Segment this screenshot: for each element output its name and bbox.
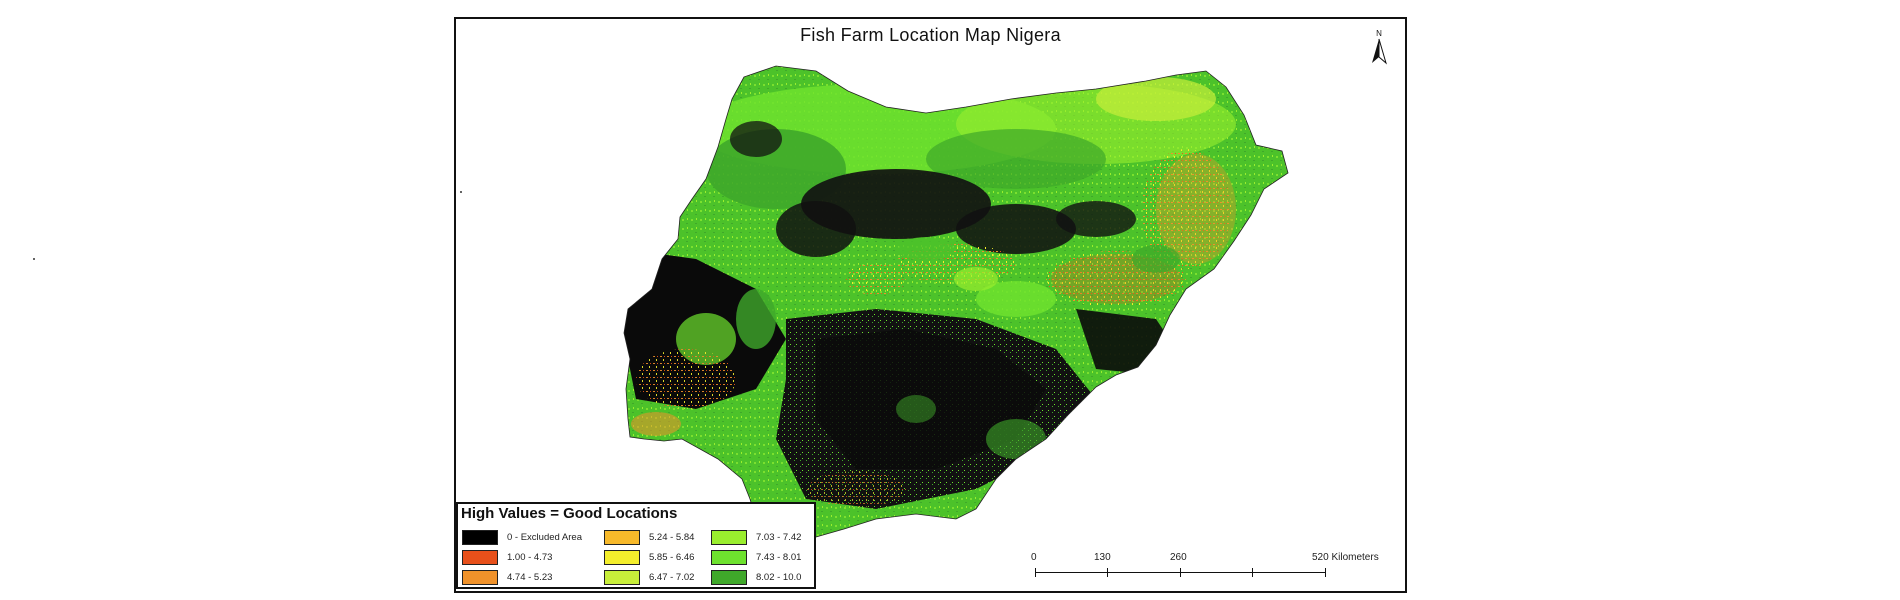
scale-tick	[1325, 568, 1326, 577]
scale-tick	[1035, 568, 1036, 577]
legend-swatch	[711, 549, 747, 565]
legend-swatch	[462, 549, 498, 565]
legend-item-class-2: 4.74 - 5.23	[462, 569, 552, 585]
stray-dot	[460, 191, 462, 193]
legend-label: 5.85 - 6.46	[649, 551, 695, 563]
legend: High Values = Good Locations 0 - Exclude…	[456, 502, 816, 589]
legend-swatch	[604, 569, 640, 585]
legend-item-class-1: 1.00 - 4.73	[462, 549, 552, 565]
legend-label: 7.43 - 8.01	[756, 551, 802, 563]
legend-label: 8.02 - 10.0	[756, 571, 802, 583]
legend-label: 4.74 - 5.23	[507, 571, 553, 583]
map-title: Fish Farm Location Map Nigera	[800, 25, 1061, 45]
legend-item-class-7: 7.43 - 8.01	[711, 549, 801, 565]
legend-swatch	[604, 529, 640, 545]
map-frame: Fish Farm Location Map Nigera N High Val…	[454, 17, 1407, 593]
legend-swatch	[711, 529, 747, 545]
legend-swatch	[462, 569, 498, 585]
legend-label: 6.47 - 7.02	[649, 571, 695, 583]
legend-item-class-4: 5.85 - 6.46	[604, 549, 694, 565]
suitability-map	[623, 65, 1289, 544]
legend-item-class-5: 6.47 - 7.02	[604, 569, 694, 585]
legend-item-class-6: 7.03 - 7.42	[711, 529, 801, 545]
legend-item-excluded: 0 - Excluded Area	[462, 529, 582, 545]
north-arrow-label: N	[1376, 29, 1382, 38]
scale-tick	[1107, 568, 1108, 577]
north-arrow-icon: N	[1372, 29, 1387, 65]
legend-swatch	[462, 529, 498, 545]
scale-tick	[1180, 568, 1181, 577]
legend-label: 0 - Excluded Area	[507, 531, 582, 543]
legend-item-class-3: 5.24 - 5.84	[604, 529, 694, 545]
legend-title: High Values = Good Locations	[461, 505, 678, 522]
scale-bar: 0 130 260 520 Kilometers	[1026, 552, 1406, 584]
legend-swatch	[711, 569, 747, 585]
legend-item-class-8: 8.02 - 10.0	[711, 569, 801, 585]
legend-label: 5.24 - 5.84	[649, 531, 695, 543]
legend-label: 1.00 - 4.73	[507, 551, 553, 563]
scale-label-130: 130	[1094, 552, 1111, 563]
scale-tick	[1252, 568, 1253, 577]
stray-dot	[33, 258, 35, 260]
legend-swatch	[604, 549, 640, 565]
scale-label-0: 0	[1031, 552, 1037, 563]
scale-label-520: 520 Kilometers	[1312, 552, 1379, 563]
scale-label-260: 260	[1170, 552, 1187, 563]
legend-label: 7.03 - 7.42	[756, 531, 802, 543]
